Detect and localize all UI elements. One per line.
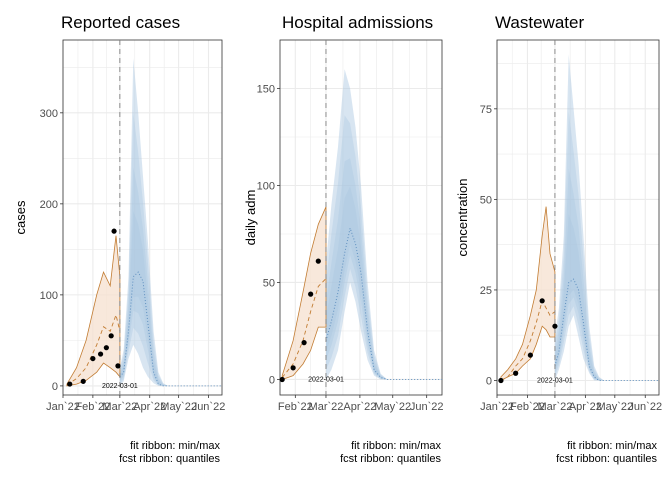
forecast-date-label: 2022-03-01 xyxy=(308,376,344,383)
panel-border xyxy=(62,39,223,396)
observed-point xyxy=(80,378,86,384)
y-tick-label: 200 xyxy=(40,199,58,211)
y-tick-label: 25 xyxy=(480,285,492,297)
panel-title: Hospital admissions xyxy=(282,13,433,32)
x-tick-label: Mar`22 xyxy=(309,401,344,413)
forecast-ribbon-4 xyxy=(554,214,604,381)
forecast-ribbon-3 xyxy=(326,158,388,380)
plot-area xyxy=(497,40,659,395)
x-tick-label: Feb`22 xyxy=(510,401,545,413)
caption-line: fcst ribbon: quantiles xyxy=(340,453,441,465)
observed-point xyxy=(552,323,558,329)
x-tick-label: Jun`22 xyxy=(410,401,444,413)
forecast-ribbon-4 xyxy=(119,211,168,386)
observed-point xyxy=(90,355,96,362)
observed-point xyxy=(97,351,104,357)
y-axis-label: concentration xyxy=(455,178,470,256)
observed-point xyxy=(279,376,285,383)
x-tick-label: Jan`22 xyxy=(480,401,514,413)
forecast-ribbon-3 xyxy=(119,167,168,386)
y-tick-label: 50 xyxy=(263,277,275,289)
forecast-ribbon-2 xyxy=(554,111,604,381)
forecast-ribbon-4 xyxy=(326,186,388,380)
y-tick-label: 100 xyxy=(40,290,58,302)
x-tick-label: Jun`22 xyxy=(628,401,662,413)
caption-line: fcst ribbon: quantiles xyxy=(119,453,220,465)
x-tick-label: May`22 xyxy=(160,401,197,413)
observed-point xyxy=(315,258,321,264)
y-axis-label: cases xyxy=(13,200,28,234)
caption-line: fit ribbon: min/max xyxy=(130,440,220,452)
y-tick-label: 0 xyxy=(52,381,58,393)
x-tick-label: Feb`22 xyxy=(278,401,313,413)
fit-ribbon xyxy=(281,206,327,381)
y-tick-label: 100 xyxy=(257,180,275,192)
forecast-ribbon-2 xyxy=(119,112,168,386)
observed-point xyxy=(539,298,545,304)
x-tick-label: Apr`22 xyxy=(569,401,602,413)
observed-point xyxy=(513,370,519,376)
observed-point xyxy=(108,333,114,339)
forecast-ribbon-1 xyxy=(554,54,604,381)
observed-point xyxy=(498,377,504,384)
fit-median-line xyxy=(500,299,556,381)
x-tick-label: May`22 xyxy=(596,401,633,413)
forecast-date-label: 2022-03-01 xyxy=(537,378,573,385)
observed-point xyxy=(290,365,296,371)
observed-point xyxy=(67,381,73,387)
forecast-median-line xyxy=(554,278,659,381)
forecast-median-line xyxy=(325,226,442,380)
y-tick-label: 50 xyxy=(480,194,492,206)
panel-3: 2022-03-01 0 25 50 75 Jan`22Feb`22Mar`22Apr`2… xyxy=(455,13,662,465)
y-tick-label: 75 xyxy=(480,104,492,116)
panel-title: Wastewater xyxy=(495,13,584,32)
observed-point xyxy=(103,345,109,351)
caption-line: fit ribbon: min/max xyxy=(351,440,441,452)
panel-border xyxy=(279,39,443,396)
caption-line: fcst ribbon: quantiles xyxy=(556,453,657,465)
panel-1: 2022-03-01 0 100 200 300 Jan`22Feb`22Mar`22Ap… xyxy=(13,13,225,465)
y-tick-label: 300 xyxy=(40,108,58,120)
y-tick-label: 150 xyxy=(257,83,275,95)
y-tick-label: 0 xyxy=(269,374,275,386)
x-tick-label: Apr`22 xyxy=(343,401,376,413)
x-tick-label: Apr`22 xyxy=(133,401,166,413)
y-tick-label: 0 xyxy=(486,376,492,388)
forecast-ribbon-1 xyxy=(119,58,168,386)
forecast-ribbon-1 xyxy=(326,69,388,380)
observed-point xyxy=(111,228,117,234)
observed-point xyxy=(115,363,121,369)
caption-line: fit ribbon: min/max xyxy=(567,440,657,452)
panel-title: Reported cases xyxy=(61,13,180,32)
fit-median-line xyxy=(66,313,121,386)
forecast-date-label: 2022-03-01 xyxy=(102,383,138,390)
forecast-ribbon-3 xyxy=(554,168,604,381)
observed-point xyxy=(527,352,533,358)
panel-border xyxy=(496,39,660,396)
x-tick-label: Jun`22 xyxy=(192,401,226,413)
observed-point xyxy=(308,291,314,297)
x-tick-label: May`22 xyxy=(374,401,411,413)
observed-point xyxy=(301,340,307,346)
x-tick-label: Jan`22 xyxy=(46,401,80,413)
x-tick-label: Feb`22 xyxy=(75,401,110,413)
x-tick-label: Mar`22 xyxy=(102,401,137,413)
x-tick-label: Mar`22 xyxy=(538,401,573,413)
y-axis-label: daily adm xyxy=(243,190,258,246)
